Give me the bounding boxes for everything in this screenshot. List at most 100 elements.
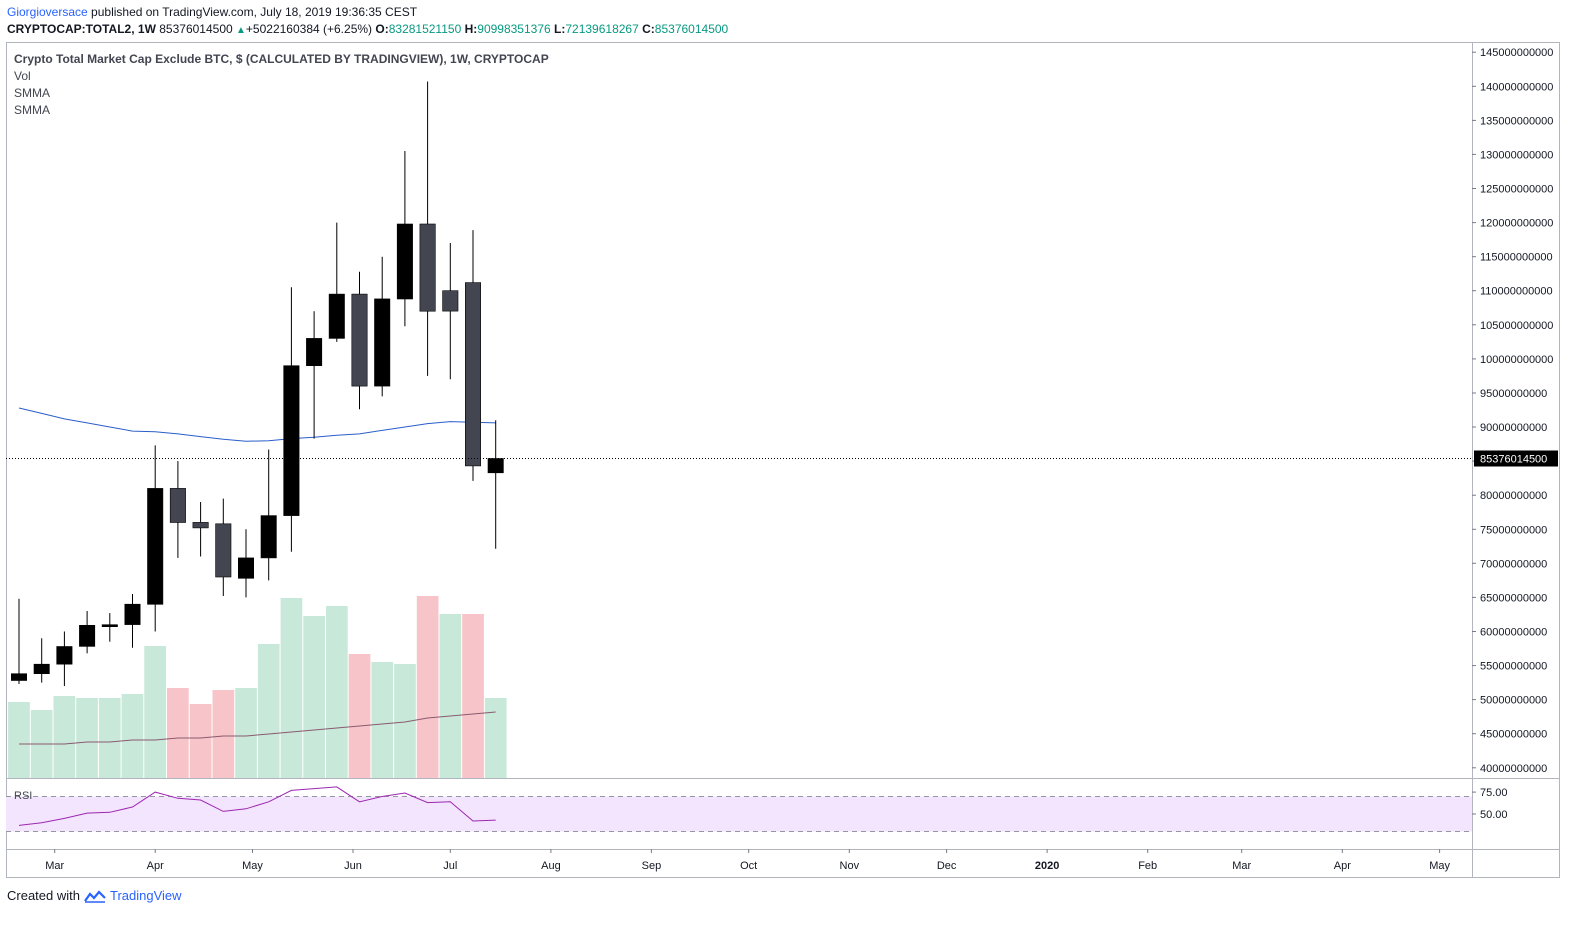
candle-body bbox=[396, 223, 413, 300]
y-tick-label: 65000000000 bbox=[1480, 592, 1547, 604]
chart-legend: Crypto Total Market Cap Exclude BTC, $ (… bbox=[14, 52, 549, 117]
close-label: C: bbox=[642, 22, 655, 36]
last-price-tag-bg bbox=[1474, 450, 1558, 467]
candle-body bbox=[56, 646, 73, 665]
candle-body bbox=[260, 515, 277, 559]
x-tick-label: Feb bbox=[1138, 860, 1157, 872]
low-label: L: bbox=[554, 22, 566, 36]
x-tick-label: Jul bbox=[443, 860, 457, 872]
y-tick-label: 100000000000 bbox=[1480, 354, 1553, 366]
chart-frame[interactable]: 145000000000 140000000000 135000000000 1300… bbox=[6, 42, 1560, 878]
candle-body bbox=[442, 290, 459, 312]
volume-bar bbox=[53, 696, 76, 778]
y-tick-label: 75000000000 bbox=[1480, 524, 1547, 536]
volume-bar bbox=[212, 690, 235, 778]
rsi-pane: 75.00 50.00 bbox=[6, 786, 1508, 832]
y-tick-label: 140000000000 bbox=[1480, 81, 1553, 93]
y-tick-label: 60000000000 bbox=[1480, 627, 1547, 639]
last-price: 85376014500 bbox=[159, 22, 233, 36]
created-with-text: Created with bbox=[7, 888, 80, 903]
last-price-tag: 85376014500 bbox=[1480, 454, 1547, 466]
x-tick-label: Nov bbox=[840, 860, 860, 872]
candle-body bbox=[33, 663, 50, 675]
y-tick-label: 50000000000 bbox=[1480, 695, 1547, 707]
high-label: H: bbox=[464, 22, 478, 36]
rsi-label: RSI bbox=[14, 790, 32, 802]
y-tick-label: 90000000000 bbox=[1480, 422, 1547, 434]
open-value: 83281521150 bbox=[388, 22, 462, 36]
y-tick-label: 125000000000 bbox=[1480, 184, 1553, 196]
y-tick-label: 145000000000 bbox=[1480, 47, 1553, 59]
volume-bar bbox=[98, 698, 121, 778]
x-tick-label: Jun bbox=[344, 860, 362, 872]
volume-bar bbox=[76, 698, 98, 778]
y-tick-label: 130000000000 bbox=[1480, 149, 1553, 161]
volume-ma-line bbox=[19, 711, 496, 745]
volume-layer bbox=[8, 596, 507, 778]
y-tick-label: 55000000000 bbox=[1480, 661, 1547, 673]
volume-bar bbox=[394, 664, 416, 778]
volume-bar bbox=[416, 596, 439, 778]
x-tick-label: Sep bbox=[642, 860, 662, 872]
volume-bar bbox=[303, 616, 325, 778]
volume-bar bbox=[484, 698, 507, 778]
y-tick-label: 120000000000 bbox=[1480, 218, 1553, 230]
x-tick-label: Oct bbox=[740, 860, 757, 872]
tradingview-logo-icon bbox=[84, 889, 106, 903]
candle-body bbox=[419, 223, 436, 312]
y-tick-label: 40000000000 bbox=[1480, 763, 1547, 775]
candle-body bbox=[215, 523, 232, 578]
y-tick-label: 105000000000 bbox=[1480, 320, 1553, 332]
price-chart[interactable]: 145000000000 140000000000 135000000000 1300… bbox=[6, 42, 1560, 878]
price-change: +5022160384 (+6.25%) bbox=[245, 22, 373, 36]
legend-item-vol: Vol bbox=[14, 69, 31, 83]
volume-bar bbox=[348, 654, 371, 778]
y-tick-label: 70000000000 bbox=[1480, 558, 1547, 570]
x-tick-label: Apr bbox=[147, 860, 164, 872]
volume-bar bbox=[121, 694, 144, 778]
volume-bar bbox=[280, 598, 303, 778]
price-axis[interactable]: 145000000000 140000000000 135000000000 1300… bbox=[1472, 47, 1558, 775]
tradingview-brand-link[interactable]: TradingView bbox=[109, 888, 182, 903]
volume-bar bbox=[257, 644, 280, 778]
volume-bar bbox=[235, 688, 257, 778]
candle-body bbox=[328, 293, 345, 339]
volume-bar bbox=[167, 688, 189, 778]
publish-info: published on TradingView.com, July 18, 2… bbox=[91, 5, 418, 19]
volume-ma-layer bbox=[19, 711, 496, 745]
author-link[interactable]: Giorgioversace bbox=[7, 5, 88, 19]
volume-bar bbox=[8, 702, 30, 778]
candle-body bbox=[374, 298, 391, 387]
candle-body bbox=[238, 557, 255, 579]
y-tick-label: 115000000000 bbox=[1480, 252, 1553, 264]
high-value: 90998351376 bbox=[477, 22, 551, 36]
volume-bar bbox=[326, 606, 348, 778]
candle-body bbox=[464, 282, 481, 467]
legend-title: Crypto Total Market Cap Exclude BTC, $ (… bbox=[14, 52, 549, 66]
up-arrow-icon: ▲ bbox=[236, 25, 246, 36]
volume-bar bbox=[371, 662, 394, 778]
rsi-tick-label: 50.00 bbox=[1480, 809, 1508, 821]
x-tick-label: Mar bbox=[45, 860, 64, 872]
x-tick-label: May bbox=[242, 860, 263, 872]
publish-header: Giorgioversace published on TradingView.… bbox=[7, 5, 417, 20]
symbol-name: CRYPTOCAP:TOTAL2, 1W bbox=[7, 22, 156, 36]
x-tick-label: May bbox=[1429, 860, 1450, 872]
rsi-tick-label: 75.00 bbox=[1480, 787, 1508, 799]
candle-body bbox=[79, 624, 96, 647]
x-tick-label: 2020 bbox=[1035, 860, 1059, 872]
candle-body bbox=[11, 673, 27, 681]
candle-body bbox=[101, 624, 118, 628]
candle-body bbox=[283, 365, 300, 516]
x-tick-label: Aug bbox=[541, 860, 561, 872]
candle-body bbox=[169, 488, 186, 523]
y-tick-label: 45000000000 bbox=[1480, 729, 1547, 741]
volume-bar bbox=[189, 704, 212, 778]
rsi-line bbox=[18, 786, 496, 826]
smma-line bbox=[18, 407, 496, 442]
open-label: O: bbox=[375, 22, 389, 36]
y-tick-label: 95000000000 bbox=[1480, 388, 1547, 400]
y-tick-label: 110000000000 bbox=[1480, 286, 1553, 298]
rsi-band bbox=[6, 796, 1472, 832]
time-axis[interactable]: Mar Apr May Jun Jul Aug Sep Oct Nov Dec 2020 Feb Mar… bbox=[45, 849, 1450, 872]
